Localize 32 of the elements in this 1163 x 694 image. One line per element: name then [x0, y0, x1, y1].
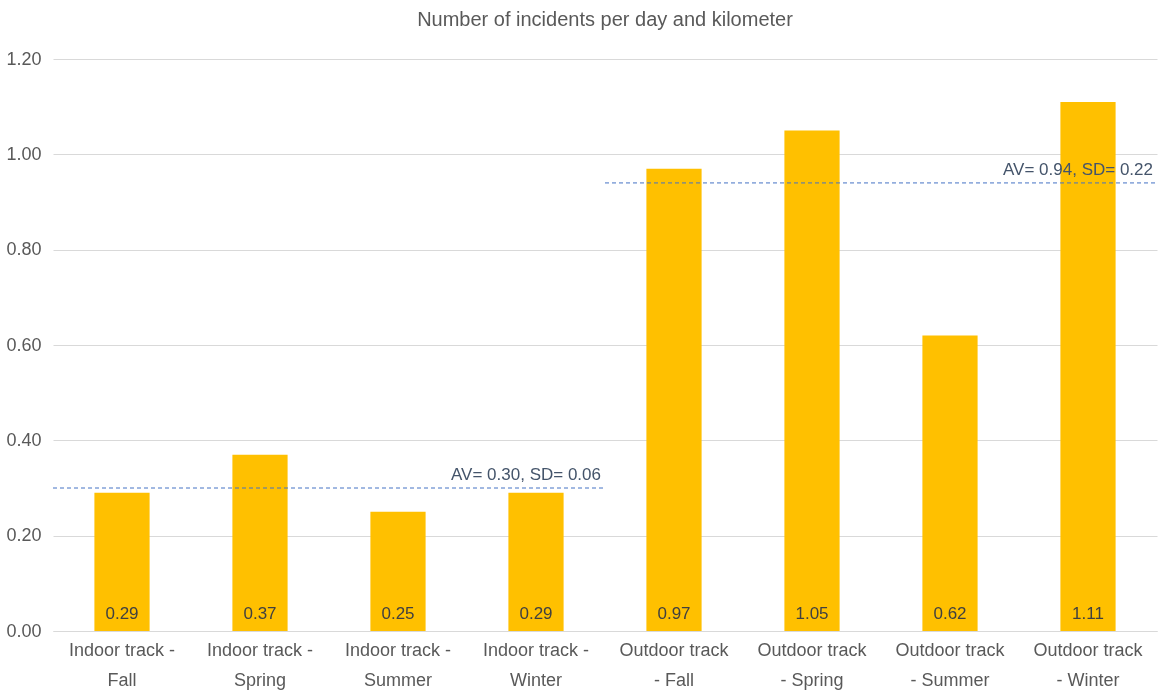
- x-tick-label: Outdoor track - Fall: [619, 639, 730, 690]
- data-label: 0.29: [105, 604, 139, 623]
- bar: [784, 130, 840, 631]
- x-tick-label: Indoor track - Winter: [482, 639, 590, 690]
- bar: [508, 492, 564, 631]
- bar: [922, 335, 978, 631]
- y-tick-label: 0.40: [6, 429, 42, 450]
- x-tick-label: Outdoor track - Winter: [1033, 639, 1144, 690]
- data-label: 1.05: [795, 604, 829, 623]
- ref-line-label: AV= 0.30, SD= 0.06: [451, 465, 601, 484]
- y-tick-label: 0.00: [6, 620, 42, 641]
- x-tick-label: Indoor track - Fall: [68, 639, 176, 690]
- chart-title: Number of incidents per day and kilometer: [417, 8, 794, 30]
- data-label: 0.97: [657, 604, 691, 623]
- y-tick-label: 0.20: [6, 525, 42, 546]
- bar: [646, 168, 702, 631]
- bar: [370, 511, 426, 631]
- data-label: 0.62: [933, 604, 967, 623]
- y-tick-label: 1.20: [6, 48, 42, 69]
- data-label: 0.25: [381, 604, 415, 623]
- data-label: 0.29: [519, 604, 553, 623]
- bar: [232, 454, 288, 631]
- y-tick-label: 0.60: [6, 334, 42, 355]
- data-label: 1.11: [1072, 604, 1104, 623]
- x-tick-label: Outdoor track - Summer: [895, 639, 1006, 690]
- data-label: 0.37: [243, 604, 277, 623]
- y-tick-label: 1.00: [6, 143, 42, 164]
- x-tick-label: Indoor track - Spring: [206, 639, 314, 690]
- x-tick-label: Indoor track - Summer: [344, 639, 452, 690]
- bar: [94, 492, 150, 631]
- x-tick-label: Outdoor track - Spring: [757, 639, 868, 690]
- y-tick-label: 0.80: [6, 239, 42, 260]
